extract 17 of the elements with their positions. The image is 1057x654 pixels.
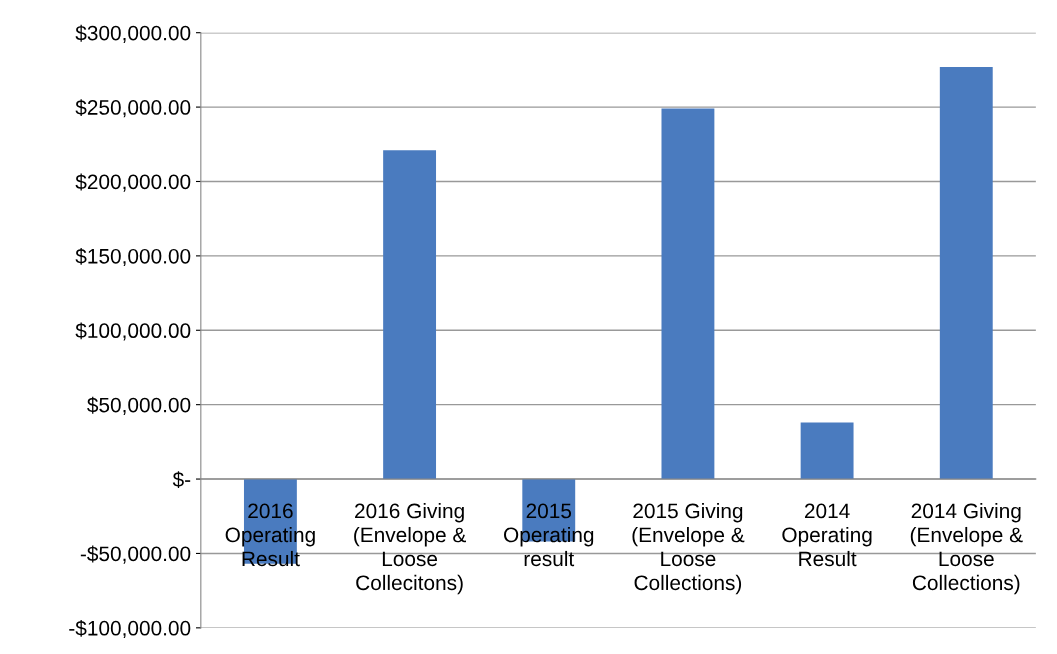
y-tick-label: -$100,000.00 (69, 619, 191, 639)
y-tick-label: $- (172, 471, 191, 489)
x-tick-label: 2014 Giving (Envelope & Loose Collections) (910, 503, 1023, 595)
bar (383, 150, 437, 480)
y-tick-label: $100,000.00 (75, 322, 191, 341)
x-tick-label: 2015 Giving (Envelope & Loose Collections) (632, 503, 745, 595)
bar (939, 66, 993, 480)
y-tick-label: $300,000.00 (75, 24, 191, 43)
y-tick-label: $50,000.00 (87, 396, 191, 415)
y-tick-label: $200,000.00 (75, 173, 191, 192)
bar (800, 422, 854, 480)
y-tick-label: $250,000.00 (75, 99, 191, 118)
bar (661, 108, 715, 480)
y-tick-label: -$50,000.00 (80, 545, 191, 564)
y-tick-label: $150,000.00 (75, 248, 191, 267)
x-tick-label: 2014 Operating Result (782, 503, 872, 567)
x-tick-label: 2016 Giving (Envelope & Loose Collecitons) (354, 503, 467, 595)
